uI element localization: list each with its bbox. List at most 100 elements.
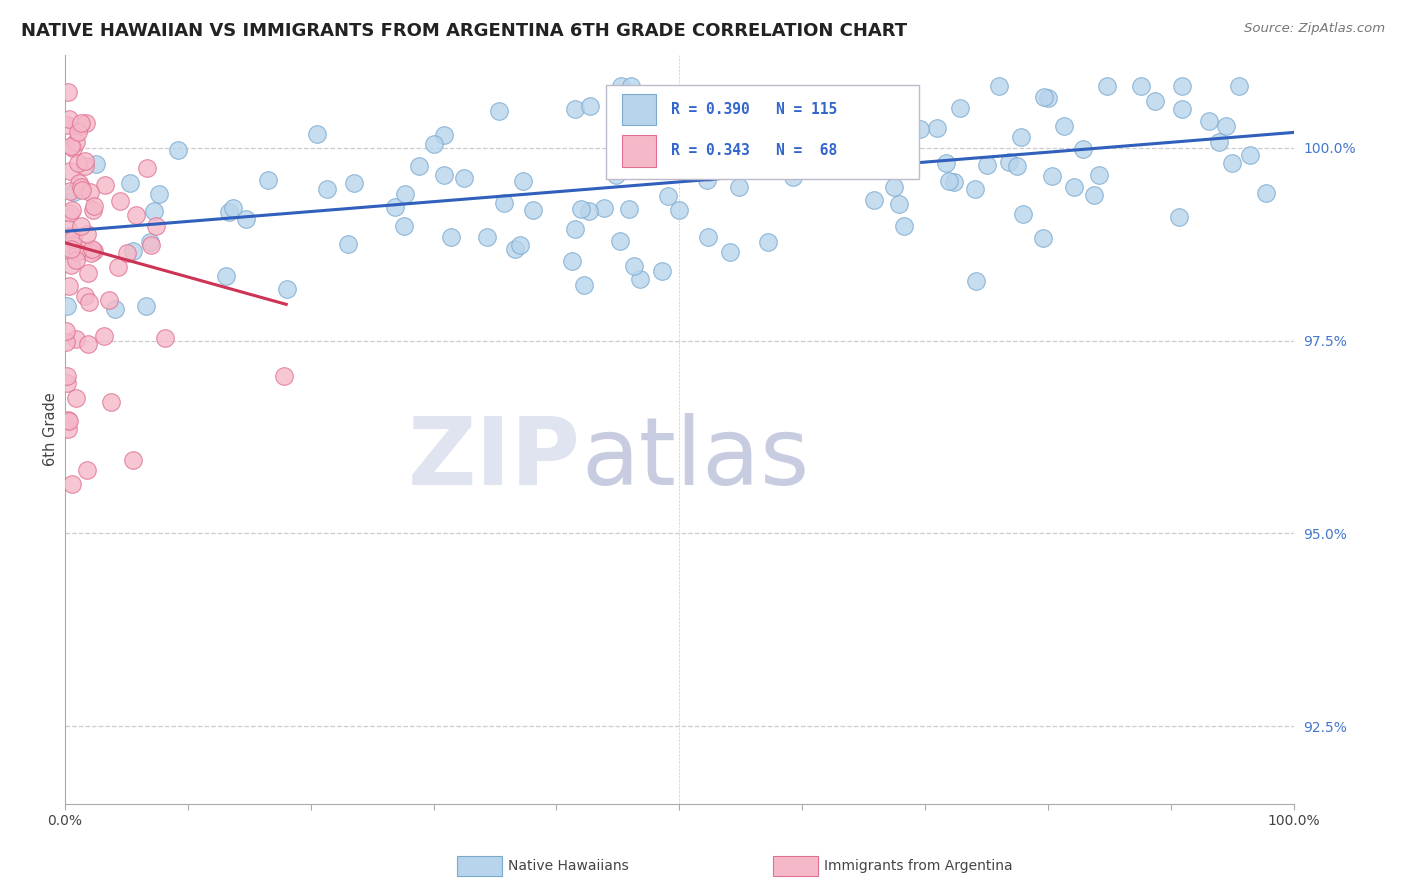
Point [834, 115, 856, 129]
Point [669, 149, 692, 163]
Point [62, 477, 84, 491]
Point [503, 242, 526, 256]
Point [862, 95, 884, 110]
Point [55, 376, 77, 391]
Point [948, 101, 970, 115]
Point [697, 230, 720, 244]
Point [1042, 169, 1064, 183]
Point [522, 203, 544, 218]
Point [76, 227, 98, 241]
Point [620, 78, 643, 93]
Point [384, 200, 406, 214]
Point [634, 142, 657, 156]
Point [55, 334, 77, 349]
Point [58, 85, 80, 99]
Point [392, 219, 415, 233]
Point [100, 394, 122, 409]
Text: R = 0.390   N = 115: R = 0.390 N = 115 [671, 103, 837, 117]
Point [965, 182, 987, 196]
Point [80, 245, 103, 260]
Point [889, 196, 911, 211]
Point [1227, 78, 1250, 93]
Point [938, 174, 960, 188]
Text: Native Hawaiians: Native Hawaiians [508, 859, 628, 873]
Point [215, 269, 238, 284]
Point [167, 143, 190, 157]
Point [98, 293, 121, 307]
Point [925, 121, 948, 136]
Point [657, 189, 679, 203]
Point [1097, 78, 1119, 93]
Point [305, 127, 328, 141]
Point [488, 104, 510, 119]
Point [59, 228, 82, 243]
Point [222, 201, 245, 215]
Point [55, 369, 77, 384]
Point [58, 279, 80, 293]
FancyBboxPatch shape [621, 94, 657, 126]
Point [876, 106, 898, 120]
Point [104, 301, 127, 316]
Point [512, 174, 534, 188]
Point [988, 78, 1011, 93]
Point [579, 99, 602, 113]
Point [509, 237, 531, 252]
Point [623, 140, 645, 154]
Point [79, 185, 101, 199]
Point [716, 156, 738, 170]
Point [276, 282, 298, 296]
Point [59, 206, 82, 220]
Point [651, 263, 673, 277]
Point [122, 452, 145, 467]
Point [1171, 78, 1194, 93]
Point [66, 125, 89, 139]
Point [59, 258, 82, 272]
Point [578, 204, 600, 219]
Point [72, 244, 94, 258]
Point [75, 160, 97, 174]
Point [965, 274, 987, 288]
Point [935, 156, 957, 170]
Point [605, 168, 627, 182]
Point [257, 173, 280, 187]
Text: R = 0.343   N =  68: R = 0.343 N = 68 [671, 144, 837, 159]
Point [800, 101, 823, 115]
Point [77, 267, 100, 281]
Point [782, 169, 804, 184]
Point [1129, 78, 1152, 93]
Point [82, 202, 104, 217]
Point [139, 237, 162, 252]
Point [638, 91, 661, 105]
Point [572, 277, 595, 292]
Point [76, 337, 98, 351]
Point [135, 300, 157, 314]
Point [120, 176, 142, 190]
Point [423, 136, 446, 151]
Point [1052, 119, 1074, 133]
FancyBboxPatch shape [606, 85, 920, 178]
Point [475, 229, 498, 244]
Point [60, 238, 83, 252]
Point [758, 235, 780, 249]
Point [58, 414, 80, 428]
Point [76, 116, 98, 130]
Point [1167, 210, 1189, 224]
Point [668, 203, 690, 218]
Point [218, 205, 240, 219]
Point [122, 244, 145, 259]
Point [136, 161, 159, 175]
Point [623, 259, 645, 273]
Point [59, 184, 82, 198]
Point [58, 164, 80, 178]
Text: ZIP: ZIP [408, 413, 581, 505]
Point [83, 198, 105, 212]
Point [66, 156, 89, 170]
Point [640, 124, 662, 138]
Text: Source: ZipAtlas.com: Source: ZipAtlas.com [1244, 22, 1385, 36]
Point [60, 242, 83, 256]
Point [60, 202, 83, 217]
Point [561, 253, 583, 268]
Point [316, 182, 339, 196]
Point [569, 202, 592, 216]
Text: atlas: atlas [581, 413, 810, 505]
